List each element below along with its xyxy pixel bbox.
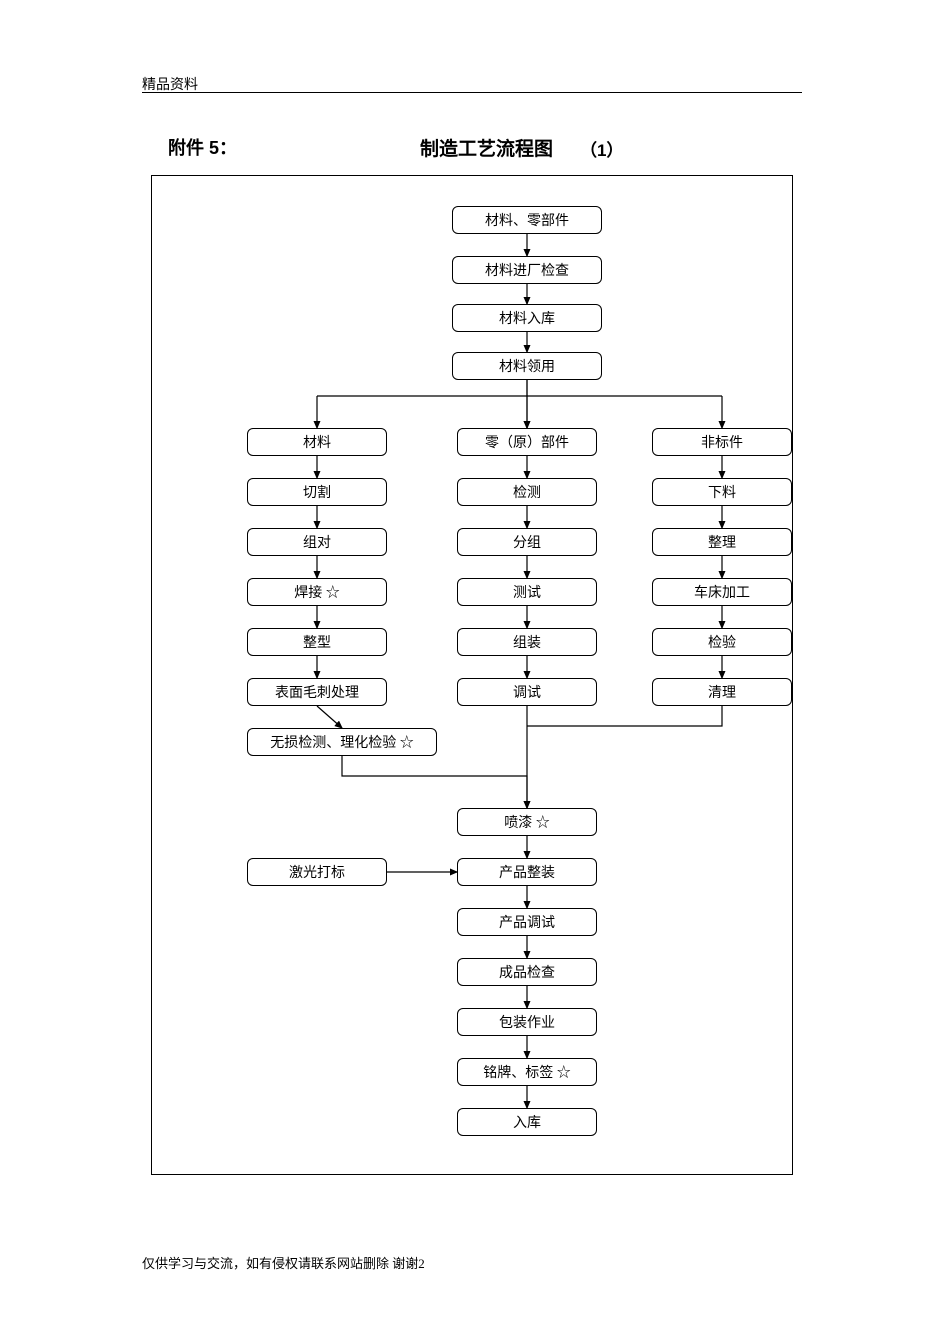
- flow-node-c3: 整理: [652, 528, 792, 556]
- flow-node-m5: 包装作业: [457, 1008, 597, 1036]
- flow-node-c2: 下料: [652, 478, 792, 506]
- flow-node-b3: 分组: [457, 528, 597, 556]
- header-label: 精品资料: [142, 74, 198, 94]
- flow-node-a6: 表面毛刺处理: [247, 678, 387, 706]
- flow-node-m4: 成品检查: [457, 958, 597, 986]
- flow-node-m6: 铭牌、标签 ☆: [457, 1058, 597, 1086]
- attachment-label: 附件 5：: [168, 134, 237, 160]
- diagram-frame: 材料、零部件材料进厂检查材料入库材料领用材料切割组对焊接 ☆ 整型表面毛刺处理无损…: [151, 175, 793, 1175]
- flow-node-a3: 组对: [247, 528, 387, 556]
- flow-node-n4: 材料领用: [452, 352, 602, 380]
- flow-node-lz: 激光打标: [247, 858, 387, 886]
- flow-node-c5: 检验: [652, 628, 792, 656]
- flow-node-a2: 切割: [247, 478, 387, 506]
- flow-node-b1: 零（原）部件: [457, 428, 597, 456]
- flow-node-b4: 测试: [457, 578, 597, 606]
- flow-node-a1: 材料: [247, 428, 387, 456]
- flow-node-c1: 非标件: [652, 428, 792, 456]
- flow-node-b5: 组装: [457, 628, 597, 656]
- flow-node-b2: 检测: [457, 478, 597, 506]
- header-underline: [142, 92, 802, 93]
- diagram-title: 制造工艺流程图: [420, 134, 553, 161]
- flow-node-a4: 焊接 ☆: [247, 578, 387, 606]
- page: 精品资料 附件 5： 制造工艺流程图 （1） 材料、零部件材料进厂检查材料入库材…: [0, 0, 945, 1337]
- flow-node-a5: 整型: [247, 628, 387, 656]
- flow-node-m3: 产品调试: [457, 908, 597, 936]
- diagram-title-number: （1）: [580, 136, 623, 161]
- flow-node-c4: 车床加工: [652, 578, 792, 606]
- flow-node-a7: 无损检测、理化检验 ☆: [247, 728, 437, 756]
- flow-node-b6: 调试: [457, 678, 597, 706]
- footer-text: 仅供学习与交流，如有侵权请联系网站删除 谢谢2: [142, 1253, 425, 1272]
- flow-node-n1: 材料、零部件: [452, 206, 602, 234]
- flow-node-n2: 材料进厂检查: [452, 256, 602, 284]
- flow-node-c6: 清理: [652, 678, 792, 706]
- flow-node-m1: 喷漆 ☆: [457, 808, 597, 836]
- flow-node-m7: 入库: [457, 1108, 597, 1136]
- flow-node-n3: 材料入库: [452, 304, 602, 332]
- flow-node-m2: 产品整装: [457, 858, 597, 886]
